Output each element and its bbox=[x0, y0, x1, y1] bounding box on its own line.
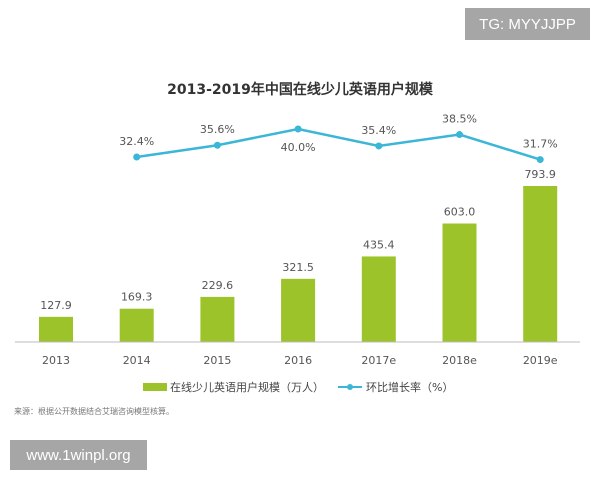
bar-label: 229.6 bbox=[202, 279, 234, 292]
line-label: 40.0% bbox=[281, 141, 316, 154]
x-tick-label: 2019e bbox=[523, 354, 558, 367]
watermark-top-right: TG: MYYJJPP bbox=[465, 8, 590, 40]
x-tick-label: 2014 bbox=[123, 354, 151, 367]
watermark-bottom-left: www.1winpl.org bbox=[10, 440, 147, 470]
legend: 在线少儿英语用户规模（万人） 环比增长率（%） bbox=[143, 380, 453, 394]
line-point bbox=[213, 141, 221, 149]
line-point bbox=[294, 125, 302, 133]
legend-line-marker bbox=[347, 384, 353, 390]
bar bbox=[119, 308, 154, 342]
x-tick-label: 2016 bbox=[284, 354, 312, 367]
bar-label: 127.9 bbox=[40, 299, 72, 312]
line-label: 32.4% bbox=[119, 135, 154, 148]
bar bbox=[361, 256, 396, 342]
line-label: 38.5% bbox=[442, 113, 477, 126]
chart-title: 2013-2019年中国在线少儿英语用户规模 bbox=[167, 81, 434, 98]
x-tick-label: 2017e bbox=[361, 354, 396, 367]
bar-label: 603.0 bbox=[444, 206, 476, 219]
legend-line-label: 环比增长率（%） bbox=[366, 380, 453, 394]
bar bbox=[39, 316, 73, 342]
bar-label: 793.9 bbox=[524, 168, 556, 181]
line-label: 35.6% bbox=[200, 123, 235, 136]
growth-line bbox=[136, 127, 541, 161]
line-label: 31.7% bbox=[523, 138, 558, 151]
x-tick-label: 2013 bbox=[42, 354, 70, 367]
x-tick-label: 2018e bbox=[442, 354, 477, 367]
line-point bbox=[456, 131, 463, 139]
bar-label: 321.5 bbox=[282, 261, 314, 274]
line-point bbox=[375, 142, 383, 150]
bar bbox=[523, 186, 558, 342]
legend-bar-swatch bbox=[143, 383, 167, 391]
line-point bbox=[536, 156, 544, 164]
bar-label: 169.3 bbox=[121, 291, 153, 304]
bar-label: 435.4 bbox=[363, 238, 395, 251]
x-tick-label: 2015 bbox=[203, 354, 231, 367]
bar bbox=[200, 296, 235, 342]
bar bbox=[442, 223, 477, 342]
line-label: 35.4% bbox=[361, 124, 396, 137]
bar bbox=[281, 278, 316, 342]
line-point bbox=[133, 153, 141, 161]
source-note: 来源：根据公开数据结合艾瑞咨询模型核算。 bbox=[14, 406, 174, 416]
legend-bar-label: 在线少儿英语用户规模（万人） bbox=[170, 380, 324, 394]
